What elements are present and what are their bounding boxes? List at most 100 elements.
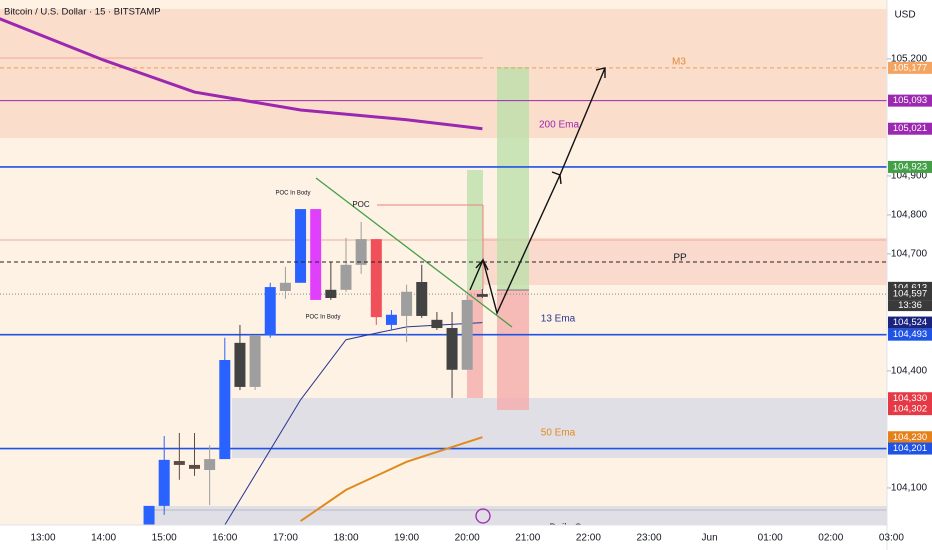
price-tag-label: 105,093: [893, 95, 927, 106]
arrow-head: [475, 258, 489, 271]
x-tick-label: 14:00: [91, 533, 116, 544]
price-tag-label: 104,201: [893, 443, 927, 454]
levels: [0, 67, 887, 450]
y-tick-label: 104,700: [891, 249, 928, 260]
candle-body: [173, 461, 185, 465]
price-tag: [888, 316, 932, 329]
x-tick-label: 21:00: [515, 533, 540, 544]
price-tag: [888, 160, 932, 173]
price-tag-label: 105,177: [893, 62, 927, 73]
x-tick-label: 01:00: [758, 533, 783, 544]
ema-label: 50 Ema: [541, 428, 576, 439]
countdown: 13:36: [898, 300, 922, 311]
poc-label: POC: [352, 200, 370, 209]
candle-body: [431, 319, 443, 329]
x-tick-label: 03:00: [879, 533, 904, 544]
supply-zone: [0, 9, 887, 138]
price-tag-label: 104,330: [893, 393, 927, 404]
price-tag-label: 104,923: [893, 161, 927, 172]
x-tick-label: 18:00: [333, 533, 358, 544]
price-tag-label: 104,613: [893, 282, 927, 293]
price-tag: [888, 328, 932, 341]
candle-body: [279, 282, 291, 291]
candle-body: [189, 464, 200, 469]
candles: [143, 209, 488, 527]
price-tag: [888, 94, 932, 107]
pp-label: PP: [673, 253, 687, 264]
candle-body: [340, 264, 352, 290]
ema-label: 200 Ema: [539, 120, 579, 131]
arrow-head: [551, 171, 562, 185]
event-icon[interactable]: [475, 508, 491, 524]
ema-line: [0, 17, 483, 131]
ema-label: 13 Ema: [541, 314, 576, 325]
countdown-tag: [888, 300, 932, 312]
candle-body: [355, 239, 367, 265]
x-tick-label: 19:00: [394, 533, 419, 544]
candle-body: [416, 282, 428, 316]
time-axis: [0, 525, 887, 550]
x-tick-label: Jun: [702, 533, 718, 544]
price-tag-label: 104,493: [893, 329, 927, 340]
price-tag-label: 104,597: [893, 289, 927, 300]
price-tag-label: 104,230: [893, 432, 927, 443]
position-loss: [497, 290, 529, 410]
x-tick-label: 16:00: [212, 533, 237, 544]
x-tick-label: 13:00: [30, 533, 55, 544]
candle-body: [325, 289, 337, 298]
candle-body: [461, 299, 473, 370]
m3-label: M3: [672, 57, 686, 68]
ema-line: [300, 436, 483, 522]
candle-body: [264, 287, 276, 336]
price-tag-label: 104,302: [893, 404, 927, 415]
y-tick-label: 104,900: [891, 171, 928, 182]
candle-body: [446, 328, 458, 370]
poc-label: POC In Body: [275, 191, 310, 197]
poc-label: POC In Body: [305, 315, 340, 321]
price-tag: [888, 122, 932, 135]
candle-body: [385, 314, 397, 325]
arrow-head: [595, 67, 606, 78]
candle-body: [249, 335, 261, 387]
candle-body: [370, 239, 382, 318]
projection-arrow: [469, 67, 606, 316]
price-tag: [888, 392, 932, 405]
price-tag: [888, 442, 932, 455]
price-axis: [887, 0, 932, 550]
candle-body: [219, 360, 231, 460]
candle-body: [310, 209, 322, 300]
position-profit: [497, 67, 529, 290]
candle-body: [204, 459, 216, 471]
x-tick-label: 15:00: [152, 533, 177, 544]
daily-open-zone: [150, 506, 887, 526]
candle-body: [143, 505, 155, 527]
currency: USD: [894, 10, 915, 21]
series: [0, 17, 483, 526]
x-tick-label: 23:00: [636, 533, 661, 544]
x-tick-label: 22:00: [576, 533, 601, 544]
candle-body: [476, 294, 488, 297]
price-tag-label: 104,524: [893, 317, 927, 328]
price-tag-label: 105,021: [893, 123, 927, 134]
y-tick-label: 104,100: [891, 483, 928, 494]
price-tag: [888, 61, 932, 74]
y-tick-label: 104,400: [891, 366, 928, 377]
price-tag: [888, 288, 932, 301]
candle-body: [234, 342, 246, 387]
axis-labels: 105,200 104,900 104,800 104,700 104,400 104,1…: [30, 54, 932, 544]
ema-line: [224, 322, 483, 526]
position-profit: [467, 170, 483, 290]
candle-body: [295, 209, 307, 283]
price-tag: [888, 431, 932, 444]
x-tick-label: 02:00: [818, 533, 843, 544]
x-tick-label: 20:00: [455, 533, 480, 544]
y-tick-label: 105,200: [891, 54, 928, 65]
candle-body: [401, 291, 413, 316]
trend-line: [315, 177, 513, 328]
x-tick-label: 17:00: [273, 533, 298, 544]
y-tick-label: 104,800: [891, 210, 928, 221]
price-tag: [888, 403, 932, 416]
chart-title: Bitcoin / U.S. Dollar · 15 · BITSTAMP: [4, 7, 161, 18]
candle-body: [158, 459, 170, 506]
